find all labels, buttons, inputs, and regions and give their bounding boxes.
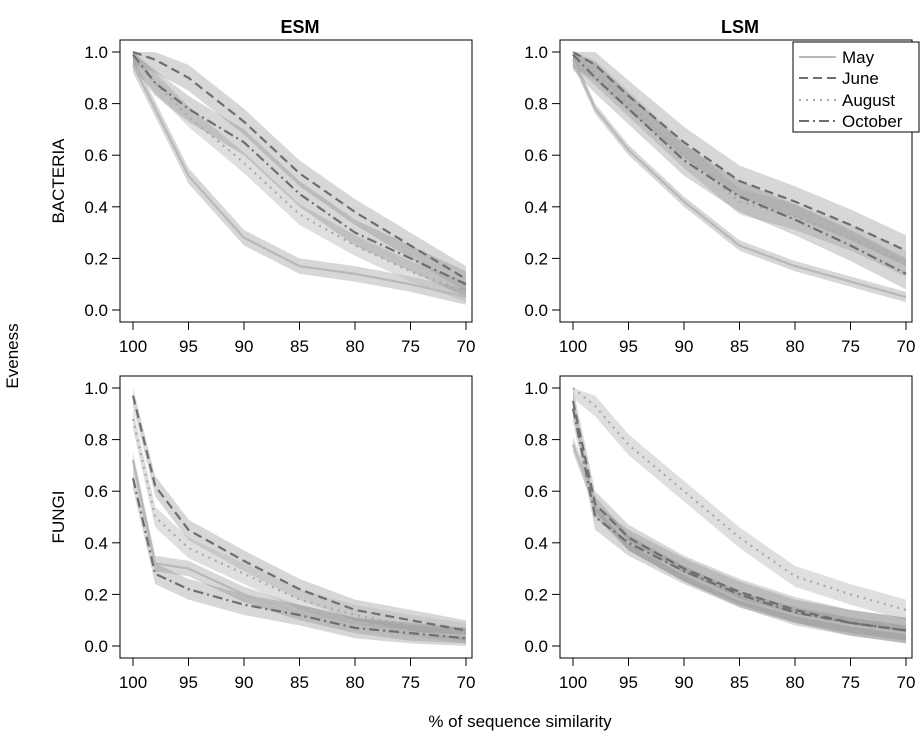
series-line-october: [571, 408, 907, 632]
x-tick-label: 95: [619, 673, 638, 692]
series-line-june: [131, 395, 467, 632]
x-tick-label: 85: [290, 337, 309, 356]
x-tick-label: 80: [786, 673, 805, 692]
x-tick-label: 75: [401, 337, 420, 356]
y-tick-label: 0.8: [524, 95, 548, 114]
y-tick-label: 0.8: [84, 431, 108, 450]
series-line-october: [572, 53, 907, 275]
y-tick-label: 0.8: [524, 431, 548, 450]
x-tick-label: 90: [675, 673, 694, 692]
x-tick-label: 95: [619, 337, 638, 356]
x-tick-label: 85: [290, 673, 309, 692]
band-may: [133, 57, 466, 305]
y-tick-label: 0.0: [524, 301, 548, 320]
legend-label-may: May: [842, 48, 875, 67]
y-tick-label: 0.2: [84, 249, 108, 268]
x-tick-label: 100: [559, 337, 587, 356]
legend-label-august: August: [842, 91, 895, 110]
series-line-may: [571, 59, 907, 299]
y-tick-label: 0.4: [524, 534, 548, 553]
series-line-june: [572, 51, 907, 252]
band-august: [133, 52, 466, 303]
row-label-fungi: FUNGI: [49, 491, 68, 544]
y-axis-title: Eveness: [3, 323, 22, 388]
legend-label-october: October: [842, 112, 903, 131]
x-tick-label: 90: [675, 337, 694, 356]
x-tick-label: 70: [897, 337, 916, 356]
x-tick-label: 75: [841, 673, 860, 692]
x-tick-label: 75: [841, 337, 860, 356]
series-line-may: [131, 459, 467, 637]
band-may: [133, 452, 466, 644]
series-line-may: [132, 64, 467, 299]
y-tick-label: 0.2: [84, 585, 108, 604]
x-tick-label: 80: [786, 337, 805, 356]
y-tick-label: 0.2: [524, 249, 548, 268]
series-line-august: [572, 51, 907, 265]
y-tick-label: 0.0: [84, 637, 108, 656]
panel-frame: [119, 39, 473, 323]
y-tick-label: 0.4: [524, 198, 548, 217]
x-tick-label: 90: [235, 673, 254, 692]
band-june: [133, 52, 466, 292]
panel-frame: [559, 39, 913, 323]
series-line-october: [131, 478, 467, 640]
y-tick-label: 1.0: [84, 379, 108, 398]
panel-3: 0.0 0.2 0.4 0.6 0.8 1.0 100 95 90 85 80 75 70: [524, 375, 916, 692]
panel-frame: [119, 375, 473, 659]
col-title-esm: ESM: [280, 17, 319, 37]
series-line-june: [132, 50, 467, 280]
x-tick-label: 75: [401, 673, 420, 692]
legend: May June August October: [792, 41, 920, 133]
band-october: [133, 52, 466, 298]
y-tick-label: 0.6: [524, 146, 548, 165]
x-tick-label: 90: [235, 337, 254, 356]
y-tick-label: 0.4: [84, 198, 108, 217]
panel-1: 0.0 0.2 0.4 0.6 0.8 1.0 100 95 90 85 80 75 70: [524, 39, 916, 356]
x-tick-label: 70: [897, 673, 916, 692]
y-tick-label: 1.0: [524, 379, 548, 398]
x-tick-label: 100: [119, 337, 147, 356]
y-tick-label: 0.0: [524, 637, 548, 656]
series-line-october: [132, 53, 467, 286]
series-line-august: [132, 56, 467, 293]
panel-frame: [559, 375, 913, 659]
x-tick-label: 95: [179, 337, 198, 356]
band-august: [133, 408, 466, 644]
band-june: [573, 388, 906, 644]
y-tick-label: 0.6: [84, 482, 108, 501]
band-october: [573, 52, 906, 290]
y-tick-label: 1.0: [84, 43, 108, 62]
x-tick-label: 95: [179, 673, 198, 692]
x-axis-title: % of sequence similarity: [428, 712, 612, 731]
y-tick-label: 0.0: [84, 301, 108, 320]
x-tick-label: 80: [346, 337, 365, 356]
row-label-bacteria: BACTERIA: [49, 138, 68, 224]
x-tick-label: 85: [730, 673, 749, 692]
x-tick-label: 70: [457, 673, 476, 692]
band-august: [573, 388, 906, 621]
y-tick-label: 0.6: [524, 482, 548, 501]
x-tick-label: 80: [346, 673, 365, 692]
y-tick-label: 0.6: [84, 146, 108, 165]
y-tick-label: 1.0: [524, 43, 548, 62]
series-line-august: [572, 387, 907, 611]
panel-2: 0.0 0.2 0.4 0.6 0.8 1.0 100 95 90 85 80 75 70: [84, 375, 476, 692]
x-tick-label: 70: [457, 337, 476, 356]
panel-0: 0.0 0.2 0.4 0.6 0.8 1.0 100 95 90 85 80 75 70: [84, 39, 476, 356]
band-august: [573, 52, 906, 277]
x-tick-label: 100: [559, 673, 587, 692]
x-tick-label: 85: [730, 337, 749, 356]
col-title-lsm: LSM: [721, 17, 759, 37]
band-october: [133, 468, 466, 646]
y-tick-label: 0.8: [84, 95, 108, 114]
y-tick-label: 0.4: [84, 534, 108, 553]
x-tick-label: 100: [119, 673, 147, 692]
y-tick-label: 0.2: [524, 585, 548, 604]
legend-label-june: June: [842, 69, 879, 88]
